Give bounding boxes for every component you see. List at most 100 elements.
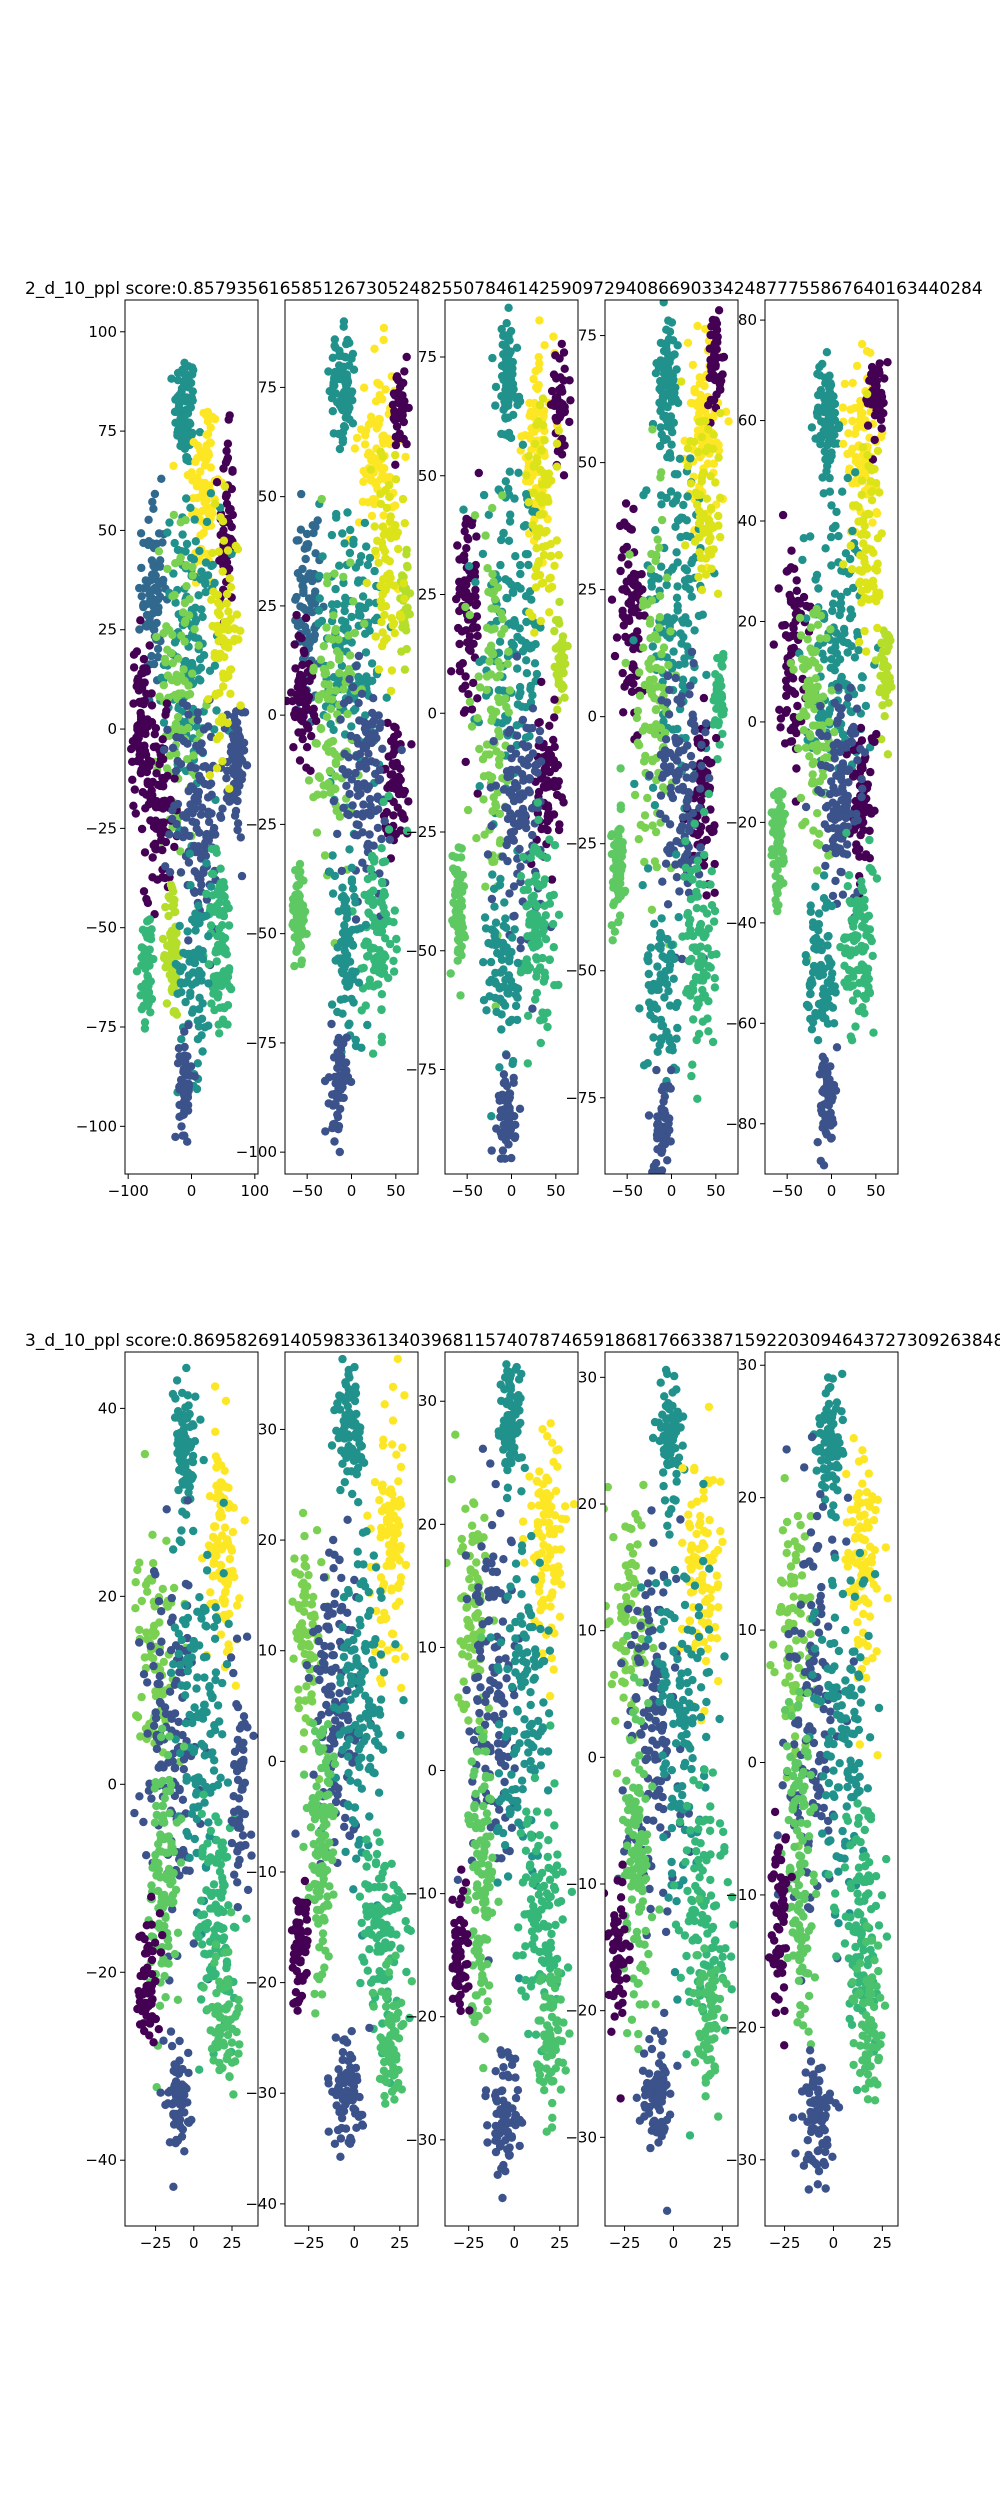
scatter-point [178, 439, 187, 448]
scatter-point [535, 726, 545, 736]
scatter-point [710, 974, 719, 983]
scatter-point [317, 616, 327, 626]
scatter-point [447, 667, 456, 676]
scatter-point [180, 826, 189, 835]
scatter-point [355, 760, 364, 770]
scatter-point [645, 998, 654, 1007]
scatter-point [524, 452, 533, 461]
scatter-point [351, 967, 360, 977]
scatter-point [683, 492, 692, 501]
y-tick-label: 25 [98, 621, 117, 639]
scatter-point [654, 1123, 664, 1132]
scatter-point [143, 933, 152, 942]
scatter-point [660, 993, 669, 1002]
scatter-point [535, 524, 544, 533]
scatter-point [376, 499, 386, 509]
scatter-point [693, 321, 702, 331]
scatter-point [304, 776, 314, 785]
scatter-point [455, 639, 464, 649]
scatter-point [319, 641, 328, 651]
scatter-point [152, 632, 161, 642]
scatter-point [224, 415, 233, 424]
scatter-point [206, 438, 215, 448]
scatter-point [555, 597, 564, 607]
scatter-point [373, 378, 382, 388]
scatter-point [496, 836, 505, 845]
scatter-point [656, 791, 666, 800]
scatter-point [190, 633, 199, 642]
y-tick-label: 75 [418, 348, 437, 366]
scatter-point [183, 755, 192, 764]
scatter-point [293, 621, 303, 631]
scatter-point [180, 598, 190, 608]
scatter-point [512, 652, 522, 661]
scatter-point [338, 529, 347, 538]
scatter-point [347, 775, 356, 784]
scatter-point [234, 760, 243, 770]
scatter-point [214, 628, 223, 637]
scatter-point [297, 709, 306, 718]
scatter-point [222, 499, 232, 508]
scatter-point [362, 808, 372, 818]
scatter-point [547, 551, 556, 561]
scatter-point [214, 608, 223, 617]
scatter-point [491, 799, 500, 809]
scatter-point [535, 570, 545, 580]
scatter-point [330, 1072, 340, 1082]
scatter-point [527, 445, 536, 455]
scatter-point [222, 899, 231, 908]
scatter-point [543, 493, 552, 502]
scatter-point [514, 819, 523, 828]
scatter-point [538, 953, 547, 963]
scatter-point [179, 948, 188, 958]
scatter-point [389, 956, 398, 966]
scatter-point [552, 462, 562, 471]
scatter-point [538, 510, 547, 519]
scatter-point [361, 743, 371, 752]
scatter-point [359, 800, 368, 809]
scatter-point [673, 558, 682, 567]
scatter-point [298, 660, 307, 670]
scatter-point [326, 720, 335, 729]
scatter-point [678, 675, 688, 684]
scatter-point [532, 988, 542, 998]
scatter-point [155, 760, 164, 769]
x-tick-label: 100 [241, 1182, 270, 1200]
scatter-point [290, 640, 299, 649]
scatter-point [322, 572, 332, 581]
scatter-point [487, 821, 496, 831]
scatter-point [675, 887, 684, 896]
scatter-point [666, 841, 675, 850]
scatter-point [554, 910, 564, 919]
scatter-point [379, 511, 388, 520]
scatter-point [479, 490, 489, 500]
scatter-point [179, 1110, 188, 1119]
scatter-point [653, 535, 662, 544]
scatter-point [341, 895, 351, 904]
scatter-point [486, 957, 496, 967]
scatter-point [702, 670, 711, 680]
scatter-point [511, 552, 520, 561]
scatter-point [534, 787, 544, 797]
scatter-point [480, 913, 490, 922]
scatter-point [143, 972, 153, 982]
scatter-point [656, 809, 665, 819]
scatter-point [210, 499, 220, 508]
scatter-point [170, 407, 180, 417]
scatter-point [648, 821, 657, 830]
y-tick-label: 50 [98, 521, 117, 539]
scatter-point [464, 690, 473, 699]
scatter-point [176, 760, 186, 769]
scatter-point [163, 564, 172, 574]
scatter-point [516, 584, 525, 593]
scatter-point [539, 421, 548, 430]
scatter-point [343, 375, 352, 385]
row-title-bottom: 3_d_10_ppl score:0.869582691405983361340… [25, 1331, 1000, 1351]
scatter-point [629, 636, 638, 645]
scatter-point [346, 558, 355, 567]
scatter-point [210, 661, 220, 670]
scatter-point [384, 825, 394, 834]
scatter-point [635, 1004, 644, 1013]
scatter-point [672, 548, 681, 557]
scatter-point [210, 578, 219, 588]
